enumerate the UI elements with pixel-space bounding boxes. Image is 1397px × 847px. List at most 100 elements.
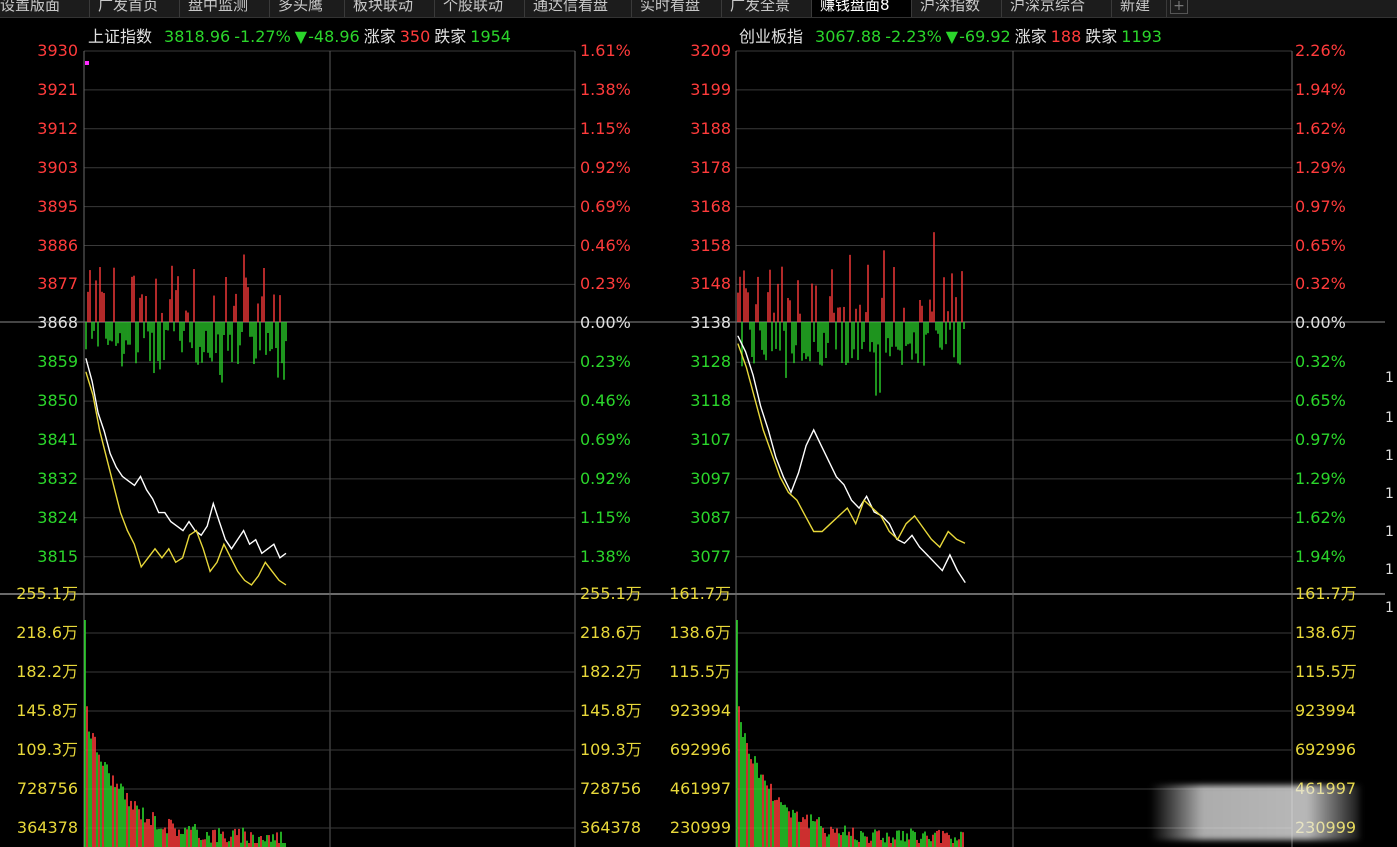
up-count-label: 涨家 — [1014, 27, 1047, 46]
price-tick-label: 3148 — [690, 274, 731, 294]
up-count: 350 — [399, 27, 431, 46]
price-tick-label: 3832 — [37, 468, 78, 488]
price-point — [873, 511, 875, 513]
index-name: 创业板指 — [739, 27, 804, 46]
volume-tick-label-right: 923994 — [1295, 701, 1357, 720]
volume-tick-label-right: 115.5万 — [1295, 662, 1357, 681]
pct-tick-label: 1.15% — [580, 507, 631, 527]
price-tick-label: 3107 — [690, 430, 731, 449]
volume-tick-label-left: 109.3万 — [16, 740, 78, 759]
price-tick-label: 3859 — [37, 352, 78, 372]
tab-3[interactable]: 多头鹰 — [270, 0, 345, 17]
volume-tick-label-left: 115.5万 — [669, 662, 731, 681]
volume-tick-label-right: 255.1万 — [580, 584, 642, 603]
price-tick-label: 3138 — [690, 313, 731, 333]
price-point — [85, 358, 87, 360]
price-tick-label: 3903 — [37, 157, 78, 177]
average-point — [126, 530, 128, 532]
average-point — [250, 584, 253, 586]
down-count-label: 跌家 — [434, 27, 467, 46]
tab-10[interactable]: 沪深指数 — [912, 0, 1002, 17]
price-tick-label: 3188 — [690, 118, 731, 138]
pct-tick-label: 0.69% — [580, 196, 631, 216]
blurred-watermark — [1150, 785, 1360, 840]
volume-tick-label-right: 364378 — [580, 818, 642, 837]
volume-tick-label-left: 692996 — [669, 740, 731, 759]
price-tick-label: 3877 — [37, 274, 78, 294]
volume-tick-label-left: 145.8万 — [16, 701, 78, 720]
index-change-arrow: ▼ — [945, 27, 959, 46]
up-count-label: 涨家 — [363, 27, 396, 46]
price-tick-label: 3841 — [37, 430, 78, 449]
index-change-arrow: ▼ — [294, 27, 308, 46]
tab-12[interactable]: 新建 — [1112, 0, 1167, 17]
index-change-pct: -2.23% — [885, 27, 942, 46]
average-point — [209, 570, 211, 572]
price-point — [121, 475, 123, 477]
volume-tick-label-left: 364378 — [16, 818, 78, 837]
volume-tick-label-left: 182.2万 — [16, 662, 78, 681]
tab-11[interactable]: 沪深京综合 — [1002, 0, 1112, 17]
volume-tick-label-left: 218.6万 — [16, 623, 78, 642]
average-line — [737, 343, 966, 549]
chart-canvas — [652, 50, 1385, 847]
price-point — [828, 460, 830, 462]
price-tick-label: 3895 — [37, 196, 78, 216]
price-tick-label: 3077 — [690, 546, 731, 566]
tab-8[interactable]: 广发全景 — [722, 0, 812, 17]
volume-tick-label-right: 218.6万 — [580, 623, 642, 642]
pct-tick-label: 1.94% — [1295, 546, 1346, 566]
pct-tick-label: 0.65% — [1295, 235, 1346, 255]
chart-canvas — [0, 50, 652, 847]
price-tick-label: 3199 — [690, 79, 731, 99]
tab-1[interactable]: 广发首页 — [90, 0, 180, 17]
price-tick-label: 3868 — [37, 313, 78, 333]
volume-tick-label-right: 138.6万 — [1295, 623, 1357, 642]
tab-9[interactable]: 赚钱盘面8 — [812, 0, 912, 17]
pct-tick-label: 0.00% — [580, 313, 631, 333]
tab-2[interactable]: 盘中监测 — [180, 0, 270, 17]
price-tick-label: 3087 — [690, 507, 731, 527]
tab-7[interactable]: 实时看盘 — [632, 0, 722, 17]
right-scale-strip: 1 1 1 1 1 1 1 — [1385, 370, 1394, 616]
price-point — [230, 548, 233, 550]
pct-tick-label: 1.15% — [580, 118, 631, 138]
pct-tick-label: 1.29% — [1295, 468, 1346, 488]
price-tick-label: 3178 — [690, 157, 731, 177]
up-count: 188 — [1050, 27, 1082, 46]
pct-tick-label: 0.92% — [580, 468, 631, 488]
average-point — [838, 515, 840, 517]
price-line — [85, 358, 287, 559]
add-tab-button[interactable]: + — [1170, 0, 1188, 14]
price-point — [737, 335, 739, 337]
panel-title-row: 创业板指 3067.88 -2.23% ▼-69.92 涨家 188 跌家 1193 — [739, 23, 1166, 47]
volume-tick-label-right: 109.3万 — [580, 740, 642, 759]
volume-tick-label-left: 255.1万 — [16, 584, 78, 603]
average-point — [737, 343, 739, 345]
volume-tick-label-right: 161.7万 — [1295, 584, 1357, 603]
price-tick-label: 3118 — [690, 391, 731, 411]
pct-tick-label: 0.32% — [1295, 274, 1346, 294]
tab-4[interactable]: 板块联动 — [345, 0, 435, 17]
pct-tick-label: 1.94% — [1295, 79, 1346, 99]
average-point — [888, 530, 890, 533]
price-tick-label: 3930 — [37, 41, 78, 60]
pct-tick-label: 0.46% — [580, 235, 631, 255]
tab-5[interactable]: 个股联动 — [435, 0, 525, 17]
pct-tick-label: 0.23% — [580, 274, 631, 294]
pct-tick-label: 1.61% — [580, 41, 631, 60]
tab-0[interactable]: 设置版面 — [0, 0, 90, 17]
tab-6[interactable]: 通达信看盘 — [525, 0, 632, 17]
down-count: 1193 — [1121, 27, 1162, 46]
price-tick-label: 3158 — [690, 235, 731, 255]
volume-tick-label-left: 923994 — [669, 701, 731, 720]
price-tick-label: 3128 — [690, 352, 731, 372]
price-tick-label: 3850 — [37, 391, 78, 411]
price-tick-label: 3097 — [690, 468, 731, 488]
average-point — [168, 548, 170, 550]
index-change-pct: -1.27% — [234, 27, 291, 46]
average-point — [787, 491, 790, 494]
average-line — [85, 372, 287, 586]
volume-tick-label-right: 692996 — [1295, 740, 1357, 759]
price-point — [267, 548, 269, 550]
